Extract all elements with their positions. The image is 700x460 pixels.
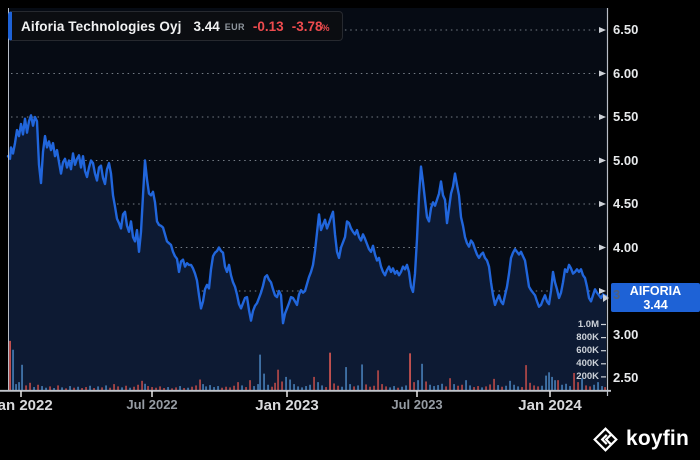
last-price-arrow-icon — [603, 294, 609, 302]
volume-axis-label: 400K — [576, 357, 599, 369]
price-axis-label: 5.00 — [613, 152, 639, 168]
price-axis-label: 4.00 — [613, 239, 639, 255]
percent-sign: % — [321, 22, 330, 33]
date-axis-label: Jan 2022 — [0, 397, 53, 414]
date-axis-label: Jan 2023 — [255, 397, 319, 414]
covered-axis-tick: 3 — [613, 287, 621, 302]
price-axis-label: 4.50 — [613, 196, 639, 211]
currency-code: EUR — [224, 22, 245, 32]
price-axis-label: 3.00 — [613, 326, 639, 342]
volume-axis-label: 800K — [576, 331, 599, 343]
last-price-value: 3.44 — [643, 298, 668, 312]
security-name: Aiforia Technologies Oyj — [21, 18, 182, 34]
volume-axis-label: 1.0M — [577, 318, 599, 330]
volume-axis-label: 600K — [576, 344, 599, 356]
price-axis-label: 5.50 — [613, 109, 639, 124]
volume-axis-label: 200K — [576, 370, 599, 382]
security-legend-chip[interactable]: Aiforia Technologies Oyj 3.44 EUR -0.13 … — [8, 11, 343, 41]
price-change-pct: -3.78% — [291, 18, 330, 34]
last-price-ticker: AIFORIA — [629, 284, 682, 298]
price-axis-label: 6.50 — [613, 22, 639, 37]
price-axis-label: 6.00 — [613, 65, 639, 81]
koyfin-logo[interactable]: koyfin — [593, 424, 689, 454]
date-axis-label: Jul 2022 — [126, 397, 178, 412]
koyfin-wordmark: koyfin — [625, 427, 689, 450]
price-axis-label: 2.50 — [613, 370, 639, 385]
koyfin-diamond-chevrons-icon — [593, 426, 618, 452]
last-price: 3.44 — [193, 18, 220, 34]
last-price-tag: AIFORIA 3.44 — [611, 283, 700, 312]
price-change: -0.13 — [252, 18, 284, 34]
date-axis-label: Jan 2024 — [518, 397, 582, 414]
date-axis-label: Jul 2023 — [391, 397, 443, 412]
